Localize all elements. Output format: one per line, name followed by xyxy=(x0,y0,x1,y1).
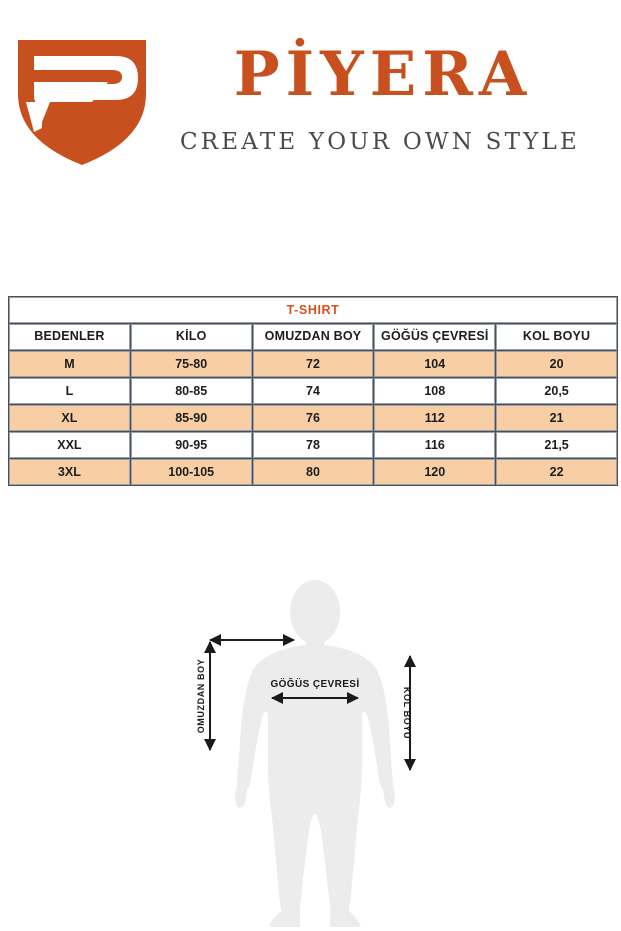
table-title-row: T-SHIRT xyxy=(9,297,617,323)
cell-omuzdan-boy: 72 xyxy=(252,351,374,377)
shoulder-length-label: OMUZDAN BOY xyxy=(196,659,206,734)
brand-header: PİYERA CREATE YOUR OWN STYLE xyxy=(0,0,621,190)
cell-gogus-cevresi: 120 xyxy=(374,459,496,485)
brand-tagline: CREATE YOUR OWN STYLE xyxy=(179,129,581,155)
cell-beden: XXL xyxy=(9,432,130,458)
cell-kol-boyu: 21,5 xyxy=(496,432,617,458)
human-silhouette-icon xyxy=(235,580,395,927)
cell-kilo: 100-105 xyxy=(130,459,252,485)
column-header-kol-boyu: KOL BOYU xyxy=(496,324,617,350)
cell-beden: XL xyxy=(9,405,130,431)
table-row: M 75-80 72 104 20 xyxy=(9,351,617,377)
cell-kilo: 90-95 xyxy=(130,432,252,458)
cell-beden: L xyxy=(9,378,130,404)
cell-kol-boyu: 20 xyxy=(496,351,617,377)
cell-omuzdan-boy: 76 xyxy=(252,405,374,431)
table-row: XXL 90-95 78 116 21,5 xyxy=(9,432,617,458)
cell-kilo: 85-90 xyxy=(130,405,252,431)
cell-kilo: 80-85 xyxy=(130,378,252,404)
cell-gogus-cevresi: 104 xyxy=(374,351,496,377)
column-header-kilo: KİLO xyxy=(130,324,252,350)
cell-kol-boyu: 22 xyxy=(496,459,617,485)
cell-kol-boyu: 21 xyxy=(496,405,617,431)
shield-p-icon xyxy=(12,36,152,168)
cell-beden: 3XL xyxy=(9,459,130,485)
table-row: L 80-85 74 108 20,5 xyxy=(9,378,617,404)
cell-beden: M xyxy=(9,351,130,377)
cell-omuzdan-boy: 74 xyxy=(252,378,374,404)
table-header-row: BEDENLER KİLO OMUZDAN BOY GÖĞÜS ÇEVRESİ … xyxy=(9,324,617,350)
brand-name: PİYERA xyxy=(233,39,533,110)
cell-omuzdan-boy: 78 xyxy=(252,432,374,458)
chest-circumference-label: GÖĞÜS ÇEVRESİ xyxy=(270,677,359,690)
column-header-omuzdan-boy: OMUZDAN BOY xyxy=(252,324,374,350)
table-row: 3XL 100-105 80 120 22 xyxy=(9,459,617,485)
sleeve-length-label: KOL BOYU xyxy=(402,687,412,739)
column-header-gogus-cevresi: GÖĞÜS ÇEVRESİ xyxy=(374,324,496,350)
column-header-bedenler: BEDENLER xyxy=(9,324,130,350)
cell-gogus-cevresi: 116 xyxy=(374,432,496,458)
cell-omuzdan-boy: 80 xyxy=(252,459,374,485)
cell-kol-boyu: 20,5 xyxy=(496,378,617,404)
cell-gogus-cevresi: 112 xyxy=(374,405,496,431)
cell-kilo: 75-80 xyxy=(130,351,252,377)
table-row: XL 85-90 76 112 21 xyxy=(9,405,617,431)
size-chart-table: T-SHIRT BEDENLER KİLO OMUZDAN BOY GÖĞÜS … xyxy=(8,296,618,486)
measurement-diagram: OMUZDAN BOY GÖĞÜS ÇEVRESİ KOL BOYU xyxy=(190,570,440,930)
cell-gogus-cevresi: 108 xyxy=(374,378,496,404)
shoulder-length-measure xyxy=(204,634,295,751)
table-title: T-SHIRT xyxy=(9,297,617,323)
